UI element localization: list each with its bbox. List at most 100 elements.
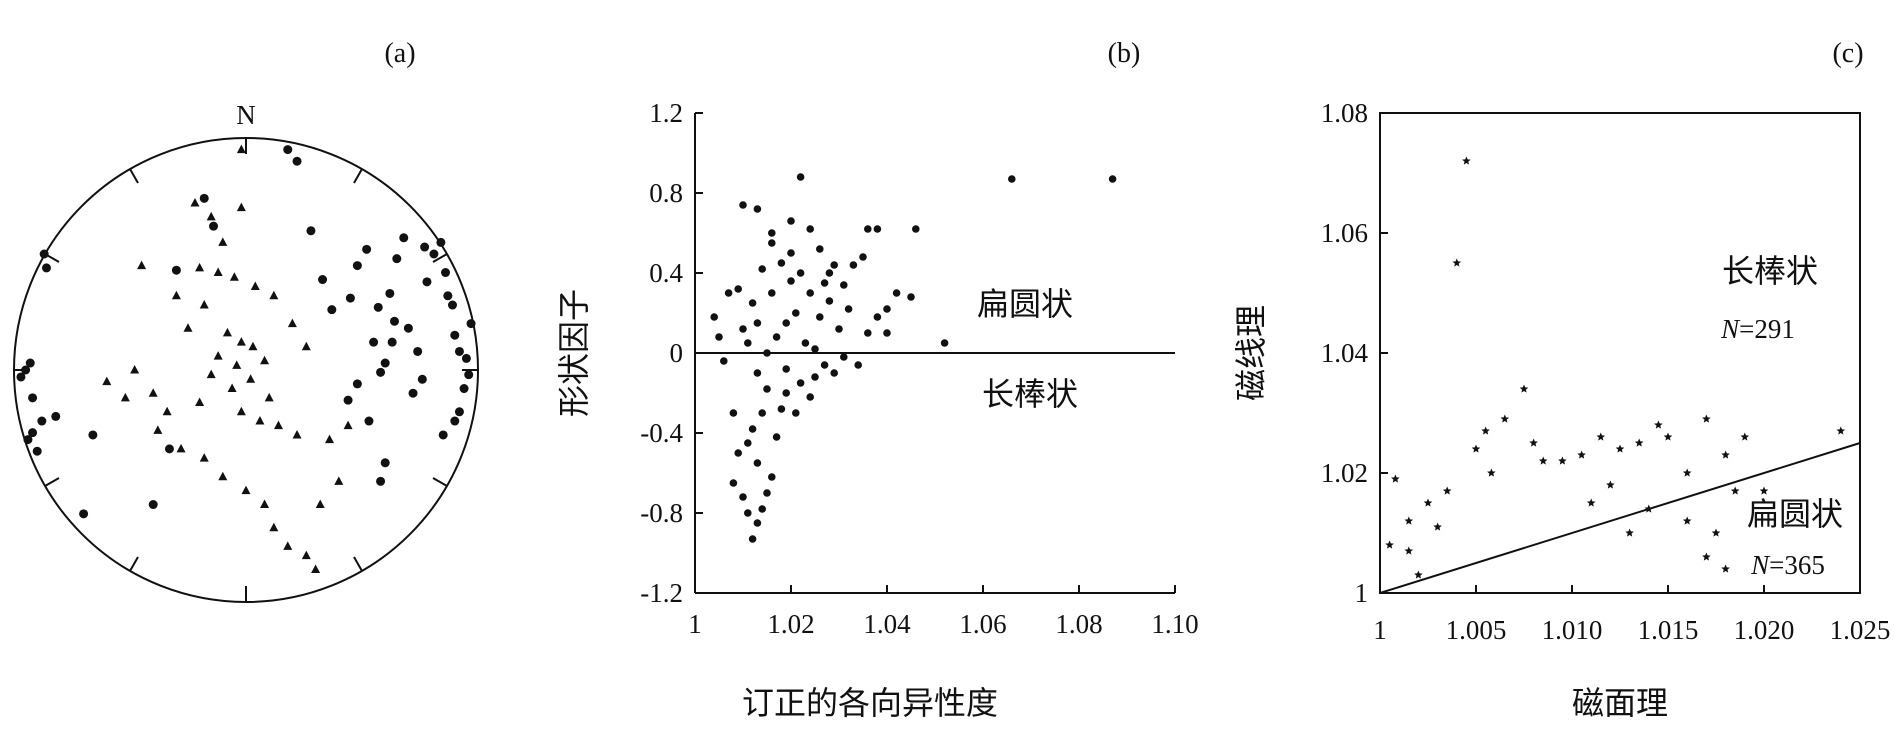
stereonet-triangle-point: [162, 406, 172, 416]
c-data-point: [1711, 528, 1721, 537]
c-ylabel: 磁线理: [1232, 305, 1270, 401]
c-y-tick-label: 1.08: [1321, 98, 1368, 128]
b-data-point: [816, 245, 824, 253]
c-xlabel: 磁面理: [1572, 684, 1668, 722]
b-data-point: [720, 357, 728, 365]
stereonet-triangle-point: [269, 522, 279, 532]
stereonet-circle-point: [28, 393, 38, 403]
stereonet-circle-point: [422, 277, 432, 287]
c-data-point: [1730, 486, 1740, 495]
stereonet-circle-point: [429, 249, 439, 259]
stereonet-triangle-point: [273, 420, 283, 430]
b-x-tick-label: 1.06: [959, 609, 1006, 639]
b-data-point: [763, 489, 771, 497]
b-data-point: [734, 449, 742, 457]
c-data-point: [1759, 486, 1769, 495]
stereonet-triangle-point: [236, 144, 246, 154]
b-y-tick-label: 0: [670, 338, 684, 368]
b-data-point: [715, 333, 723, 341]
c-y-tick-label: 1.06: [1321, 218, 1368, 248]
panel-a: (a) N: [13, 38, 479, 603]
b-data-point: [892, 289, 901, 297]
c-x-tick-label: 1.010: [1542, 615, 1603, 645]
b-data-point: [840, 353, 848, 361]
b-data-point: [811, 373, 819, 381]
stereonet-triangle-point: [120, 392, 130, 402]
b-data-point: [758, 409, 766, 417]
stereonet-triangle-point: [301, 341, 311, 351]
stereonet-triangle-point: [195, 397, 205, 406]
c-x-tick-label: 1.015: [1638, 615, 1699, 645]
c-data-point: [1481, 426, 1490, 435]
b-data-point: [835, 325, 843, 333]
stereonet-triangle-point: [287, 318, 297, 328]
stereonet-triangle-point: [148, 388, 158, 397]
b-data-point: [729, 479, 738, 487]
b-data-point: [864, 329, 872, 337]
b-data-point: [758, 265, 766, 273]
stereonet-circle-point: [79, 509, 89, 519]
b-data-point: [777, 259, 786, 267]
c-data-point: [1462, 156, 1471, 165]
stereonet-triangle-point: [325, 434, 335, 444]
stereonet-triangle-point: [213, 267, 223, 277]
b-data-point: [844, 305, 853, 313]
stereonet-circle-point: [21, 365, 31, 375]
stereonet-circle-point: [376, 367, 386, 377]
b-data-point: [710, 313, 718, 321]
b-ticks: 1 1.02 1.04 1.06 1.08 1.10 1.2 0.8 0.4 0 -0.4 -0.8 -…: [640, 98, 1198, 639]
b-data-point: [801, 339, 810, 347]
stereonet-circle-point: [199, 193, 209, 203]
c-data-point: [1740, 432, 1750, 441]
stereonet-circle-point: [376, 476, 386, 486]
stereonet-triangle-point: [248, 341, 258, 351]
stereonet-circle-point: [32, 446, 42, 456]
stereonet-triangle-point: [229, 272, 239, 281]
stereonet-circle-point: [450, 330, 460, 340]
b-data-point: [825, 297, 834, 305]
b-xlabel: 订正的各向异性度: [742, 684, 998, 722]
c-data-point: [1404, 516, 1414, 525]
stereonet-circle-point: [88, 430, 98, 440]
stereonet-circle-point: [28, 428, 38, 438]
b-annotation-oblate: 扁圆状: [977, 285, 1073, 323]
stereonet-triangle-point: [255, 416, 265, 425]
stereonet-circle-point: [436, 237, 446, 247]
stereonet-circle-point: [362, 244, 372, 254]
stereonet-circle-point: [417, 374, 427, 384]
b-data-point: [753, 319, 762, 327]
stereonet-circle-point: [464, 370, 474, 380]
b-data-point: [772, 433, 781, 441]
stereonet-circle-point: [292, 156, 302, 166]
b-data-point: [820, 361, 829, 369]
b-data-point: [787, 249, 795, 257]
stereonet-triangle-point: [137, 260, 147, 270]
c-data-point: [1663, 432, 1673, 441]
c-reference-line: [1379, 442, 1861, 594]
stereonet-circle-point: [461, 353, 471, 363]
b-data-point: [739, 493, 747, 501]
c-data-point: [1423, 498, 1433, 507]
stereonet-circle-point: [364, 416, 374, 426]
b-annotation-prolate: 长棒状: [982, 375, 1078, 413]
stereonet-circle-point: [37, 416, 47, 426]
stereonet-circle-point: [380, 458, 390, 468]
b-data-point: [806, 225, 814, 233]
b-data-point: [729, 409, 738, 417]
stereonet-circle-point: [466, 319, 476, 329]
stereonet-circle-point: [209, 221, 219, 231]
c-y-tick-label: 1.02: [1321, 458, 1368, 488]
stereonet-triangle-point: [232, 360, 242, 369]
c-data-point: [1500, 414, 1510, 423]
b-data-point: [768, 289, 776, 297]
stereonet-triangle-point: [343, 420, 353, 430]
panel-b: (b) 1 1.02 1.04 1.06 1.08 1.10 1.2 0.8 0.4 0 -0.4 -…: [555, 38, 1199, 722]
stereonet-triangle-point: [260, 355, 270, 365]
c-data-point: [1471, 444, 1481, 453]
b-x-tick-label: 1: [688, 609, 702, 639]
stereonet-triangle-point: [334, 476, 344, 485]
c-data-point: [1634, 438, 1644, 447]
c-data-point: [1654, 420, 1663, 429]
c-data-point: [1385, 540, 1394, 549]
